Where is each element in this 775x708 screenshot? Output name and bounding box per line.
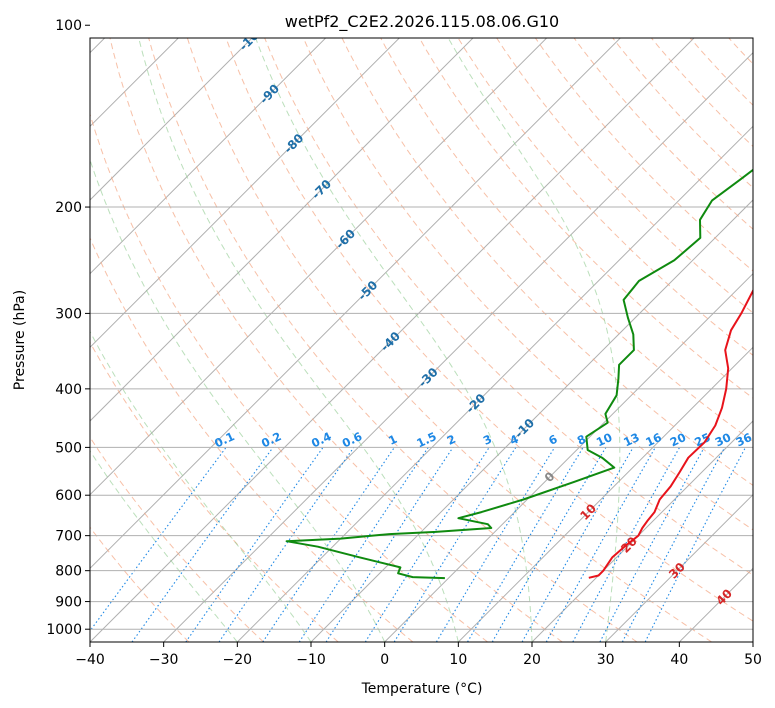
dry-adiabat-line — [302, 38, 753, 531]
mixing-ratio-line — [262, 447, 395, 642]
isotherm-line — [90, 38, 695, 642]
x-tick-label: 30 — [597, 652, 615, 668]
dry-adiabat-line — [573, 38, 753, 230]
dry-adiabat-line — [650, 38, 753, 148]
y-tick-label: 300 — [55, 306, 82, 322]
mixing-ratio-line — [599, 447, 705, 642]
mixing-ratio-line — [545, 447, 656, 642]
mixing-ratio-line — [298, 447, 429, 642]
x-tick-label: 10 — [449, 652, 467, 668]
mixing-ratio-line — [644, 447, 746, 642]
mixing-ratio-label: 16 — [643, 430, 663, 449]
mixing-ratio-line — [364, 447, 490, 642]
mixing-ratio-label: 3 — [481, 432, 494, 448]
mixing-ratio-label: 13 — [621, 430, 641, 449]
mixing-ratio-line — [393, 447, 517, 642]
dry-adiabat-line — [755, 25, 775, 642]
isotherm-line — [163, 51, 753, 642]
x-tick-label: −30 — [149, 652, 179, 668]
isotherm-line — [236, 125, 753, 642]
dry-adiabat-line — [264, 38, 753, 576]
mixing-ratio-label: 30 — [713, 430, 733, 449]
isotherm-line — [752, 641, 753, 642]
dry-adiabat-line — [109, 38, 563, 642]
mixing-ratio-line — [325, 447, 454, 642]
mixing-ratio-label: 25 — [692, 430, 712, 449]
isotherm-line — [90, 38, 253, 201]
plot-frame — [89, 37, 754, 643]
x-tick-label: −40 — [75, 652, 105, 668]
isotherm-line — [310, 199, 753, 642]
mixing-ratio-label: 6 — [546, 432, 559, 448]
dry-adiabat-line — [90, 526, 190, 642]
mixing-ratio-label: 36 — [734, 430, 754, 449]
mixing-ratio-label: 2 — [445, 432, 458, 448]
moist-adiabat-line — [90, 450, 238, 642]
mixing-ratio-line — [218, 447, 355, 642]
moist-adiabat-line — [447, 38, 621, 642]
x-tick-label: 20 — [523, 652, 541, 668]
isotherm-line — [90, 38, 474, 422]
moist-adiabat-line — [255, 38, 533, 642]
y-tick-label: 900 — [55, 595, 82, 611]
dry-adiabat-line — [90, 236, 414, 642]
isotherm-line — [90, 38, 548, 496]
y-tick-label: 400 — [55, 382, 82, 398]
mixing-ratio-labels: 0.1 0.2 0.4 0.6 1 1.5 2 3 4 6 8 10 13 16 20 25 30 36 — [212, 429, 754, 450]
y-axis-ticks: 100 200 300 400 500 600 700 800 900 1000 — [46, 18, 90, 638]
dry-adiabat-line — [148, 38, 638, 642]
dry-adiabat-line — [341, 38, 753, 486]
y-tick-label: 800 — [55, 564, 82, 580]
mixing-ratio-line — [185, 447, 324, 642]
mixing-ratio-line — [90, 447, 227, 632]
x-axis-label: Temperature (°C) — [361, 681, 483, 697]
y-tick-label: 700 — [55, 529, 82, 545]
chart-title: wetPf2_C2E2.2026.115.08.06.G10 — [285, 12, 559, 32]
dry-adiabat-line — [728, 38, 753, 65]
x-tick-label: 50 — [744, 652, 762, 668]
y-tick-label: 500 — [55, 440, 82, 456]
isotherm-line — [90, 38, 401, 349]
pressure-gridlines — [90, 206, 753, 630]
mixing-ratio-label: 20 — [668, 430, 688, 449]
isotherm-line — [531, 420, 753, 642]
dry-adiabat-line — [186, 38, 712, 642]
isotherm-line — [90, 38, 327, 275]
mixing-ratio-line — [435, 447, 556, 642]
dry-adiabat-line — [534, 38, 753, 272]
y-tick-label: 1000 — [46, 622, 82, 638]
mixing-ratio-line — [521, 447, 634, 642]
y-tick-label: 600 — [55, 488, 82, 504]
isotherm-line — [457, 346, 753, 642]
dry-adiabat-line — [90, 341, 339, 642]
x-axis-ticks: −40 −30 −20 −10 0 10 20 30 40 50 — [75, 642, 762, 668]
mixing-ratio-label: 10 — [594, 430, 614, 449]
dewpoint-profile-line — [285, 168, 753, 580]
moist-adiabat-line — [90, 330, 312, 642]
dry-adiabat-line — [90, 436, 264, 642]
y-tick-label: 100 — [55, 18, 82, 34]
isotherm-line — [384, 272, 753, 642]
x-tick-label: −20 — [223, 652, 253, 668]
dry-adiabat-line — [457, 38, 753, 356]
isotherm-line — [605, 493, 753, 642]
mixing-ratio-line — [467, 447, 584, 642]
moist-adiabat-line — [138, 38, 459, 642]
background-lines — [90, 25, 775, 642]
moist-adiabat-line — [90, 158, 386, 642]
sounding-profiles — [285, 168, 753, 580]
dry-adiabat-line — [225, 38, 753, 622]
x-tick-label: 0 — [380, 652, 389, 668]
y-tick-label: 200 — [55, 200, 82, 216]
x-tick-label: −10 — [296, 652, 326, 668]
x-tick-label: 40 — [670, 652, 688, 668]
temperature-profile-line — [588, 288, 753, 579]
isotherm-line — [90, 38, 622, 570]
y-axis-label: Pressure (hPa) — [12, 290, 28, 390]
